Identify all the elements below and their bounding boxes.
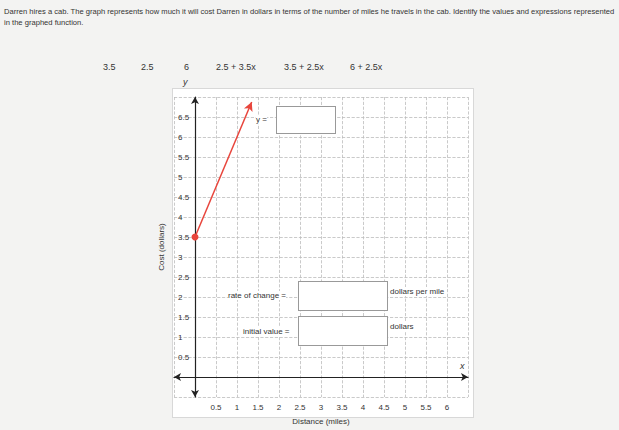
svg-text:Cost (dollars): Cost (dollars): [157, 223, 166, 271]
svg-text:0.5: 0.5: [210, 403, 222, 412]
svg-text:6: 6: [178, 133, 183, 142]
svg-text:5.5: 5.5: [178, 153, 190, 162]
svg-text:5.5: 5.5: [420, 403, 432, 412]
svg-text:6: 6: [445, 403, 450, 412]
html-text:y: y: [183, 77, 188, 87]
html-text:6: 6: [184, 62, 189, 72]
svg-text:2.5: 2.5: [178, 273, 190, 282]
svg-text:3.5: 3.5: [336, 403, 348, 412]
html-text:dollars: dollars: [390, 322, 414, 331]
svg-text:3: 3: [178, 253, 183, 262]
html-text:6 + 2.5x: 6 + 2.5x: [350, 62, 383, 72]
html-text:Darren hires a cab. The graph: Darren hires a cab. The graph represents…: [4, 7, 615, 27]
svg-text:2.5: 2.5: [294, 403, 306, 412]
svg-text:1.5: 1.5: [178, 313, 190, 322]
html-text:initial value =: initial value =: [243, 327, 290, 336]
svg-text:5: 5: [178, 173, 183, 182]
svg-text:3: 3: [319, 403, 324, 412]
svg-text:4: 4: [361, 403, 366, 412]
svg-text:2: 2: [178, 293, 183, 302]
svg-text:5: 5: [403, 403, 408, 412]
svg-text:1: 1: [178, 333, 183, 342]
html-text:dollars per mile: dollars per mile: [390, 287, 445, 296]
svg-text:3.5: 3.5: [178, 233, 190, 242]
svg-text:2: 2: [277, 403, 282, 412]
svg-text:4: 4: [178, 213, 183, 222]
html-text:2.5 + 3.5x: 2.5 + 3.5x: [216, 62, 256, 72]
svg-text:Distance (miles): Distance (miles): [292, 417, 350, 426]
svg-text:4.5: 4.5: [378, 403, 390, 412]
html-text:3.5: 3.5: [103, 62, 116, 72]
html-text:3.5 + 2.5x: 3.5 + 2.5x: [284, 62, 324, 72]
html-text:2.5: 2.5: [141, 62, 154, 72]
html-text:x: x: [460, 361, 465, 371]
html-text:rate of change =: rate of change =: [228, 291, 286, 300]
svg-text:6.5: 6.5: [178, 113, 190, 122]
svg-text:1.5: 1.5: [252, 403, 264, 412]
html-text:y =: y =: [256, 115, 267, 124]
svg-text:1: 1: [235, 403, 240, 412]
svg-text:4.5: 4.5: [178, 193, 190, 202]
svg-text:0.5: 0.5: [178, 353, 190, 362]
